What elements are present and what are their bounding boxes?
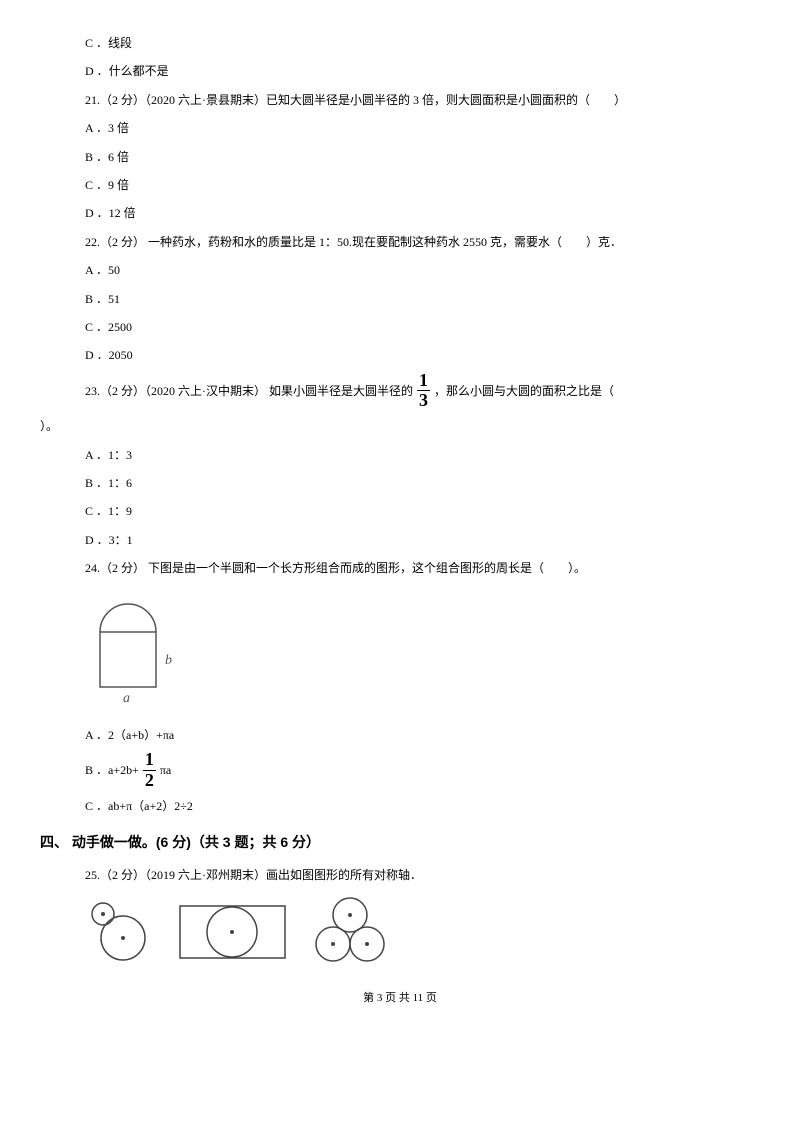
q25-shapes	[85, 896, 760, 966]
section-4-title: 四、 动手做一做。(6 分)（共 3 题；共 6 分）	[40, 827, 760, 858]
frac-numerator-2: 1	[143, 750, 156, 771]
question-25: 25.（2 分）（2019 六上·邓州期末）画出如图图形的所有对称轴．	[40, 862, 760, 888]
rect-circle-icon	[175, 899, 290, 964]
q23-option-c: C ．1：9	[40, 498, 760, 524]
q21-option-d: D ．12 倍	[40, 200, 760, 226]
q21-option-b: B ．6 倍	[40, 144, 760, 170]
q24-option-c: C ．ab+π（a+2）2÷2	[40, 793, 760, 819]
q24-b-prefix: B ．a+2b+	[85, 757, 139, 783]
q23-option-d: D ．3：1	[40, 527, 760, 553]
q22-option-a: A ．50	[40, 257, 760, 283]
question-23: 23.（2 分）（2020 六上·汉中期末） 如果小圆半径是大圆半径的 1 3 …	[40, 371, 760, 412]
q21-option-a: A ．3 倍	[40, 115, 760, 141]
question-21: 21.（2 分）（2020 六上·景县期末）已知大圆半径是小圆半径的 3 倍，则…	[40, 87, 760, 113]
three-circles-icon	[310, 896, 390, 966]
frac-denominator: 3	[417, 391, 430, 411]
option-c-xianduan: C ．线段	[40, 30, 760, 56]
question-24: 24.（2 分） 下图是由一个半圆和一个长方形组合而成的图形，这个组合图形的周长…	[40, 555, 760, 581]
page-footer: 第 3 页 共 11 页	[40, 986, 760, 1010]
q23-tail: ）。	[40, 413, 760, 439]
q24-figure: b a	[85, 592, 760, 712]
frac-denominator-2: 2	[143, 771, 156, 791]
q24-b-suffix: πa	[160, 757, 171, 783]
q23-suffix: ，那么小圆与大圆的面积之比是（	[434, 378, 638, 404]
svg-text:b: b	[165, 653, 172, 668]
option-d-none: D ．什么都不是	[40, 58, 760, 84]
fraction-one-third: 1 3	[417, 371, 430, 412]
q24-option-b: B ．a+2b+ 1 2 πa	[40, 750, 760, 791]
q21-option-c: C ．9 倍	[40, 172, 760, 198]
q24-option-a: A ．2（a+b）+πa	[40, 722, 760, 748]
q22-option-c: C ．2500	[40, 314, 760, 340]
fraction-one-half: 1 2	[143, 750, 156, 791]
frac-numerator: 1	[417, 371, 430, 392]
two-circles-icon	[85, 896, 155, 966]
q22-option-d: D ．2050	[40, 342, 760, 368]
q22-option-b: B ．51	[40, 286, 760, 312]
question-22: 22.（2 分） 一种药水，药粉和水的质量比是 1：50.现在要配制这种药水 2…	[40, 229, 760, 255]
semicircle-rect-icon: b a	[85, 592, 195, 712]
q23-option-b: B ．1：6	[40, 470, 760, 496]
q23-prefix: 23.（2 分）（2020 六上·汉中期末） 如果小圆半径是大圆半径的	[85, 378, 413, 404]
svg-text:a: a	[123, 691, 130, 706]
q23-option-a: A ．1：3	[40, 442, 760, 468]
